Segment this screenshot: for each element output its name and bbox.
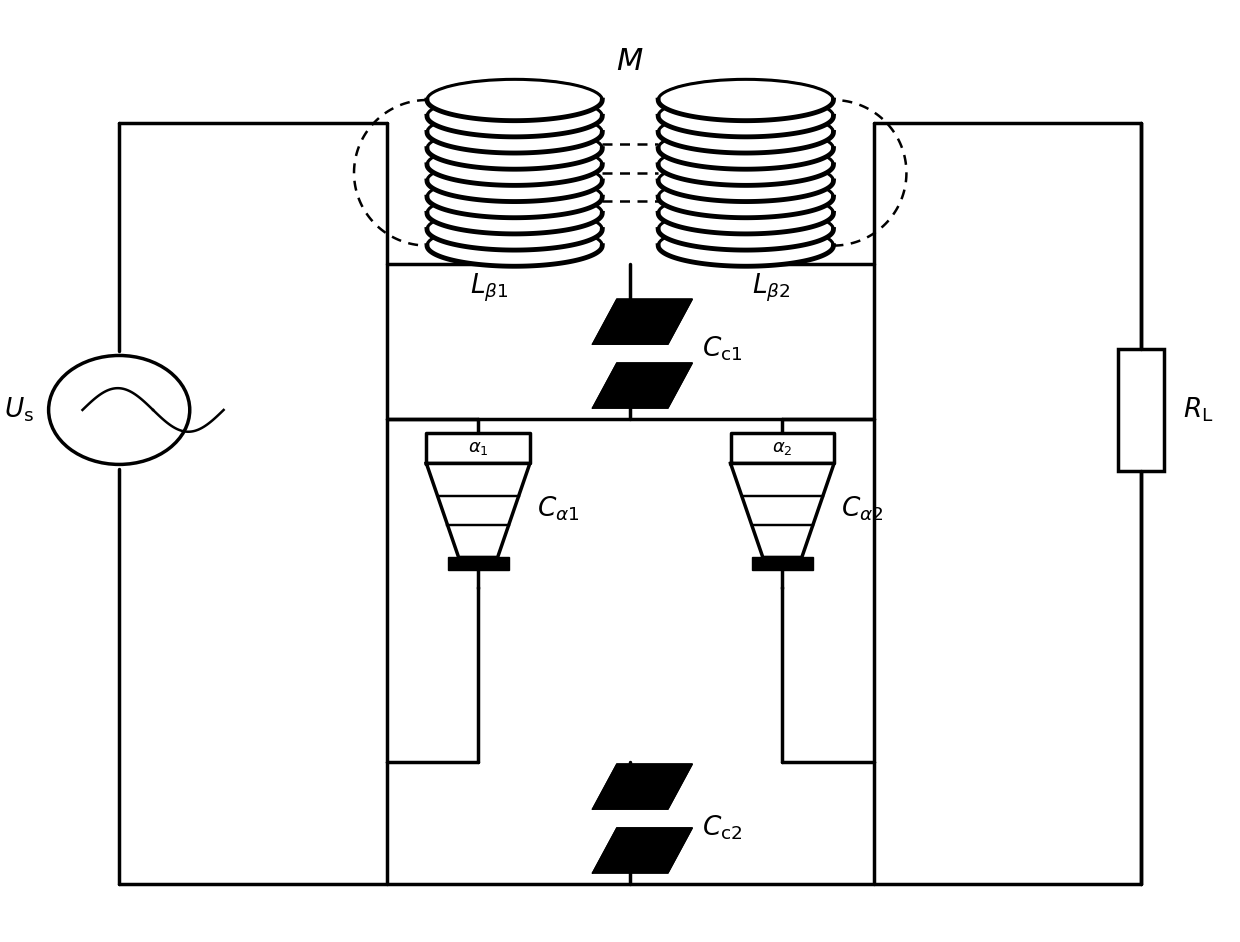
- Text: $\alpha_1$: $\alpha_1$: [467, 440, 489, 458]
- Ellipse shape: [427, 144, 603, 186]
- Ellipse shape: [658, 128, 833, 170]
- Polygon shape: [427, 463, 529, 558]
- Ellipse shape: [658, 176, 833, 218]
- Ellipse shape: [658, 192, 833, 234]
- Text: $C_{\mathrm{c2}}$: $C_{\mathrm{c2}}$: [702, 814, 743, 842]
- Polygon shape: [751, 558, 812, 570]
- Ellipse shape: [427, 79, 603, 121]
- Ellipse shape: [427, 112, 603, 153]
- Bar: [1118, 349, 1164, 471]
- Polygon shape: [730, 433, 835, 463]
- Ellipse shape: [658, 209, 833, 250]
- Ellipse shape: [427, 128, 603, 170]
- Polygon shape: [593, 828, 692, 873]
- Polygon shape: [427, 433, 529, 463]
- Ellipse shape: [427, 95, 603, 137]
- Text: $U_{\mathrm{s}}$: $U_{\mathrm{s}}$: [4, 396, 33, 424]
- Ellipse shape: [658, 160, 833, 202]
- Polygon shape: [730, 463, 835, 558]
- Ellipse shape: [427, 225, 603, 267]
- Polygon shape: [593, 300, 692, 344]
- Ellipse shape: [658, 225, 833, 267]
- Text: $C_{\alpha 1}$: $C_{\alpha 1}$: [537, 495, 579, 523]
- Ellipse shape: [658, 112, 833, 153]
- Ellipse shape: [427, 209, 603, 250]
- Text: $L_{\beta 1}$: $L_{\beta 1}$: [470, 272, 508, 304]
- Text: $R_{\mathrm{L}}$: $R_{\mathrm{L}}$: [1183, 396, 1213, 424]
- Text: $C_{\mathrm{c1}}$: $C_{\mathrm{c1}}$: [702, 334, 743, 364]
- Text: $L_{\beta 2}$: $L_{\beta 2}$: [751, 272, 790, 304]
- Polygon shape: [593, 363, 692, 408]
- Ellipse shape: [658, 144, 833, 186]
- Ellipse shape: [427, 160, 603, 202]
- Ellipse shape: [658, 95, 833, 137]
- Text: $\alpha_2$: $\alpha_2$: [773, 440, 792, 458]
- Polygon shape: [593, 764, 692, 809]
- Ellipse shape: [658, 79, 833, 121]
- Polygon shape: [448, 558, 508, 570]
- Ellipse shape: [427, 176, 603, 218]
- Ellipse shape: [427, 192, 603, 234]
- Text: $M$: $M$: [616, 45, 644, 76]
- Text: $C_{\alpha 2}$: $C_{\alpha 2}$: [841, 495, 883, 523]
